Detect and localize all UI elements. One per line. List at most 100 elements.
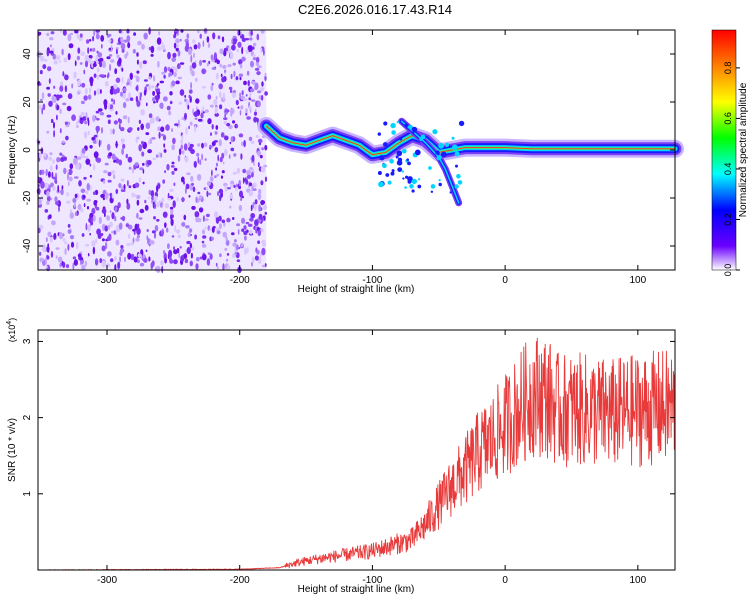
noise-speckle [84,260,87,267]
y-tick-label: 0 [22,147,33,153]
signal-blob [390,122,396,129]
noise-speckle [46,49,50,57]
noise-speckle [245,38,250,41]
signal-blob [438,182,442,187]
noise-speckle [176,63,181,70]
noise-speckle [146,102,148,107]
noise-speckle [106,34,110,38]
noise-speckle [249,229,253,235]
noise-speckle [135,95,139,103]
noise-speckle [243,225,247,230]
noise-speckle [47,66,52,72]
noise-speckle [66,192,69,197]
noise-speckle [77,253,82,258]
noise-speckle [181,135,184,140]
noise-speckle [177,155,181,162]
noise-speckle [196,173,202,181]
signal-blob [396,120,400,124]
signal-blob [449,191,452,194]
noise-speckle [136,212,139,219]
x-tick-label: -100 [362,275,382,286]
noise-speckle [236,223,241,227]
noise-speckle [143,32,148,40]
noise-speckle [87,119,90,126]
noise-speckle [93,73,97,78]
noise-speckle [150,85,155,89]
noise-speckle [217,266,219,270]
noise-speckle [77,47,81,54]
noise-speckle [254,219,259,227]
noise-speckle [236,167,240,174]
signal-blob [420,134,426,140]
noise-speckle [77,156,82,160]
noise-speckle [45,257,47,265]
noise-speckle [132,237,135,244]
noise-speckle [256,71,261,76]
signal-blob [417,184,422,189]
noise-speckle [126,243,131,246]
noise-speckle [166,105,171,111]
noise-speckle [214,175,217,179]
noise-speckle [219,104,223,110]
noise-speckle [155,116,160,122]
noise-speckle [194,59,197,64]
noise-speckle [226,253,230,256]
noise-speckle [113,174,116,180]
noise-speckle [163,143,166,148]
noise-speckle [83,203,86,208]
noise-speckle [232,62,236,66]
noise-speckle [85,190,89,195]
noise-speckle [85,158,91,165]
noise-speckle [184,112,187,120]
noise-speckle [128,185,132,189]
noise-speckle [148,140,150,145]
noise-speckle [62,261,66,268]
noise-speckle [207,118,212,125]
noise-speckle [255,62,260,66]
noise-speckle [111,153,116,160]
signal-blob [389,159,394,164]
chart-title: C2E6.2026.016.17.43.R14 [298,2,452,17]
noise-speckle [206,190,209,198]
noise-speckle [230,147,235,152]
noise-speckle [69,209,73,213]
noise-speckle [162,179,166,184]
noise-speckle [167,243,170,250]
noise-speckle [206,36,210,43]
noise-speckle [235,124,239,128]
noise-speckle [238,59,243,65]
noise-speckle [91,217,94,223]
noise-speckle [72,197,77,204]
noise-speckle [250,30,253,36]
x-tick-label: -100 [362,575,382,586]
noise-speckle [241,56,246,62]
noise-speckle [87,47,90,54]
noise-speckle [260,228,264,233]
noise-speckle [93,30,96,36]
noise-speckle [238,204,243,212]
noise-speckle [261,81,264,87]
noise-speckle [127,180,129,187]
y-tick-label: -20 [22,190,33,205]
noise-speckle [118,57,122,65]
noise-speckle [186,247,191,255]
noise-speckle [104,103,108,110]
signal-blob [406,158,410,161]
noise-speckle [149,138,153,145]
noise-speckle [257,90,262,94]
noise-speckle [142,168,145,174]
noise-speckle [104,212,106,218]
noise-speckle [50,164,53,172]
noise-speckle [238,179,241,187]
noise-speckle [252,188,257,191]
noise-speckle [193,160,197,168]
noise-speckle [146,229,149,232]
noise-speckle [257,138,263,144]
noise-speckle [130,242,135,246]
noise-speckle [226,217,231,223]
noise-speckle [189,260,193,267]
noise-speckle [156,218,160,222]
noise-speckle [94,258,99,266]
noise-speckle [175,38,180,44]
noise-speckle [96,67,100,73]
